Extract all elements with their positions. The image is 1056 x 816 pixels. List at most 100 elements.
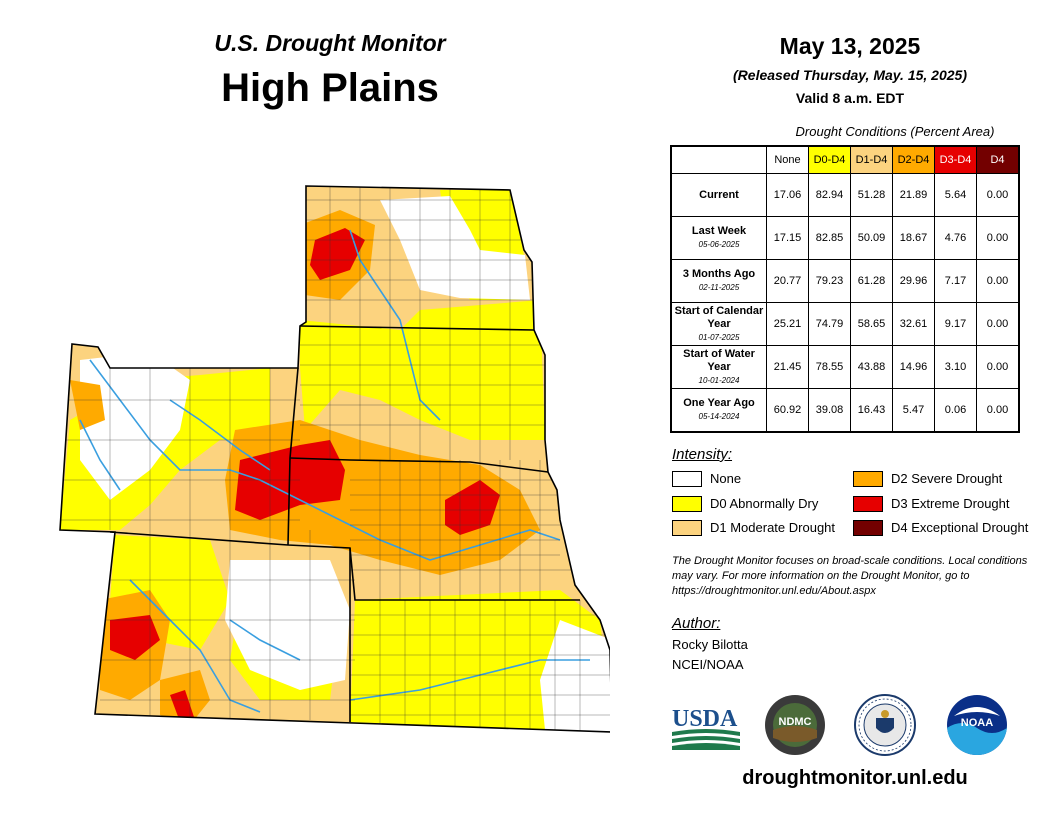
region-outline — [59, 185, 610, 733]
drought-map — [59, 185, 610, 733]
table-cell: 51.28 — [850, 173, 893, 217]
sd-ne-border — [289, 457, 549, 473]
row-label-text: Start of Calendar Year — [674, 304, 764, 330]
row-date: 10-01-2024 — [698, 375, 740, 385]
table-cell: 78.55 — [808, 345, 851, 389]
usda-logo: USDA — [672, 706, 740, 750]
map-title: U.S. Drought Monitor — [214, 30, 446, 56]
table-cell: 61.28 — [850, 259, 893, 303]
table-cell: 0.00 — [976, 173, 1020, 217]
region-title: High Plains — [221, 66, 439, 110]
table-cell: 25.21 — [766, 302, 809, 346]
table-cell: 0.06 — [934, 388, 977, 433]
row-label: Current — [670, 173, 767, 217]
row-date: 05-06-2025 — [698, 240, 740, 249]
table-caption: Drought Conditions (Percent Area) — [795, 124, 995, 139]
state-borders — [59, 185, 610, 733]
author-heading: Author: — [672, 615, 721, 632]
usda-logo-text: USDA — [672, 706, 738, 732]
row-label-text: Last Week — [691, 225, 747, 237]
row-label: Start of Calendar Year 01-07-2025 — [670, 302, 767, 346]
table-cell: 17.06 — [766, 173, 809, 217]
legend-swatch — [672, 520, 702, 536]
legend-swatch — [853, 496, 883, 512]
none-area — [380, 196, 530, 300]
d3-area — [170, 690, 195, 722]
row-label-text: 3 Months Ago — [682, 268, 756, 280]
county-grid — [60, 186, 610, 732]
legend-swatch — [672, 471, 702, 487]
table-row: Last Week 05-06-2025 17.15 82.85 50.09 18… — [670, 216, 1020, 260]
table-cell: 50.09 — [850, 216, 893, 260]
table-row: One Year Ago 05-14-2024 60.92 39.08 16.43… — [670, 388, 1020, 433]
legend-heading: Intensity: — [672, 446, 733, 463]
d2-area — [70, 380, 105, 430]
table-cell: 21.45 — [766, 345, 809, 389]
legend-label: D0 Abnormally Dry — [710, 496, 819, 511]
table-cell: 20.77 — [766, 259, 809, 303]
table-cell: 74.79 — [808, 302, 851, 346]
noaa-logo-text: NOAA — [961, 717, 993, 729]
county-lines — [329, 186, 581, 732]
legend-label: D1 Moderate Drought — [710, 520, 836, 535]
table-cell: 60.92 — [766, 388, 809, 433]
col-header-d0-d4: D0-D4 — [808, 145, 851, 174]
table-row: Start of Calendar Year 01-07-2025 25.21 7… — [670, 302, 1020, 346]
legend-label: D4 Exceptional Drought — [891, 520, 1029, 535]
table-cell: 0.00 — [976, 216, 1020, 260]
d3-area — [445, 480, 500, 535]
legend-label: D2 Severe Drought — [891, 471, 1003, 486]
none-area — [225, 560, 350, 690]
row-date: 02-11-2025 — [698, 283, 740, 292]
table-row: Current 17.06 82.94 51.28 21.89 5.64 0.0… — [670, 173, 1020, 217]
table-cell: 18.67 — [892, 216, 935, 260]
table-cell: 9.17 — [934, 302, 977, 346]
disclaimer-note: The Drought Monitor focuses on broad-sca… — [672, 555, 1028, 597]
table-cell: 17.15 — [766, 216, 809, 260]
ndmc-logo: NDMC — [765, 695, 825, 755]
row-label-text: One Year Ago — [683, 397, 755, 409]
table-cell: 43.88 — [850, 345, 893, 389]
table-cell: 32.61 — [892, 302, 935, 346]
table-header-blank — [671, 146, 767, 174]
author-org: NCEI/NOAA — [672, 657, 744, 672]
drought-areas — [60, 186, 610, 732]
map-date: May 13, 2025 — [779, 33, 921, 59]
drought-statistics-table: None D0-D4 D1-D4 D2-D4 D3-D4 D4 Current … — [670, 145, 1020, 433]
table-cell: 58.65 — [850, 302, 893, 346]
table-row: 3 Months Ago 02-11-2025 20.77 79.23 61.28… — [670, 259, 1020, 303]
col-header-d4: D4 — [976, 145, 1020, 174]
row-label-text: Start of Water Year — [683, 347, 755, 373]
river — [129, 579, 261, 713]
row-date: 05-14-2024 — [698, 412, 740, 421]
table-cell: 14.96 — [892, 345, 935, 389]
col-header-d1-d4: D1-D4 — [850, 145, 893, 174]
col-header-none: None — [766, 145, 809, 174]
table-row: Start of Water Year 10-01-2024 21.45 78.5… — [670, 345, 1020, 389]
release-date: (Released Thursday, May. 15, 2025) — [733, 67, 967, 83]
table-cell: 5.47 — [892, 388, 935, 433]
d3-area — [310, 228, 365, 280]
footer-url: droughtmonitor.unl.edu — [742, 767, 968, 789]
table-header-row: None D0-D4 D1-D4 D2-D4 D3-D4 D4 — [671, 145, 1020, 174]
noaa-logo: NOAA — [947, 695, 1007, 755]
row-label: Last Week 05-06-2025 — [670, 216, 767, 260]
legend-label: D3 Extreme Drought — [891, 496, 1010, 511]
ndmc-logo-text: NDMC — [779, 716, 812, 728]
legend-swatch — [853, 520, 883, 536]
table-cell: 0.00 — [976, 259, 1020, 303]
nd-sd-border — [299, 325, 535, 331]
row-label: Start of Water Year 10-01-2024 — [670, 345, 767, 389]
table-cell: 29.96 — [892, 259, 935, 303]
col-header-d2-d4: D2-D4 — [892, 145, 935, 174]
col-header-d3-d4: D3-D4 — [934, 145, 977, 174]
table-cell: 82.94 — [808, 173, 851, 217]
table-cell: 39.08 — [808, 388, 851, 433]
table-cell: 0.00 — [976, 388, 1020, 433]
table-cell: 3.10 — [934, 345, 977, 389]
table-cell: 82.85 — [808, 216, 851, 260]
wy-east-border — [287, 367, 299, 546]
county-lines — [60, 368, 355, 720]
legend-label: None — [710, 471, 742, 486]
row-label: One Year Ago 05-14-2024 — [670, 388, 767, 433]
